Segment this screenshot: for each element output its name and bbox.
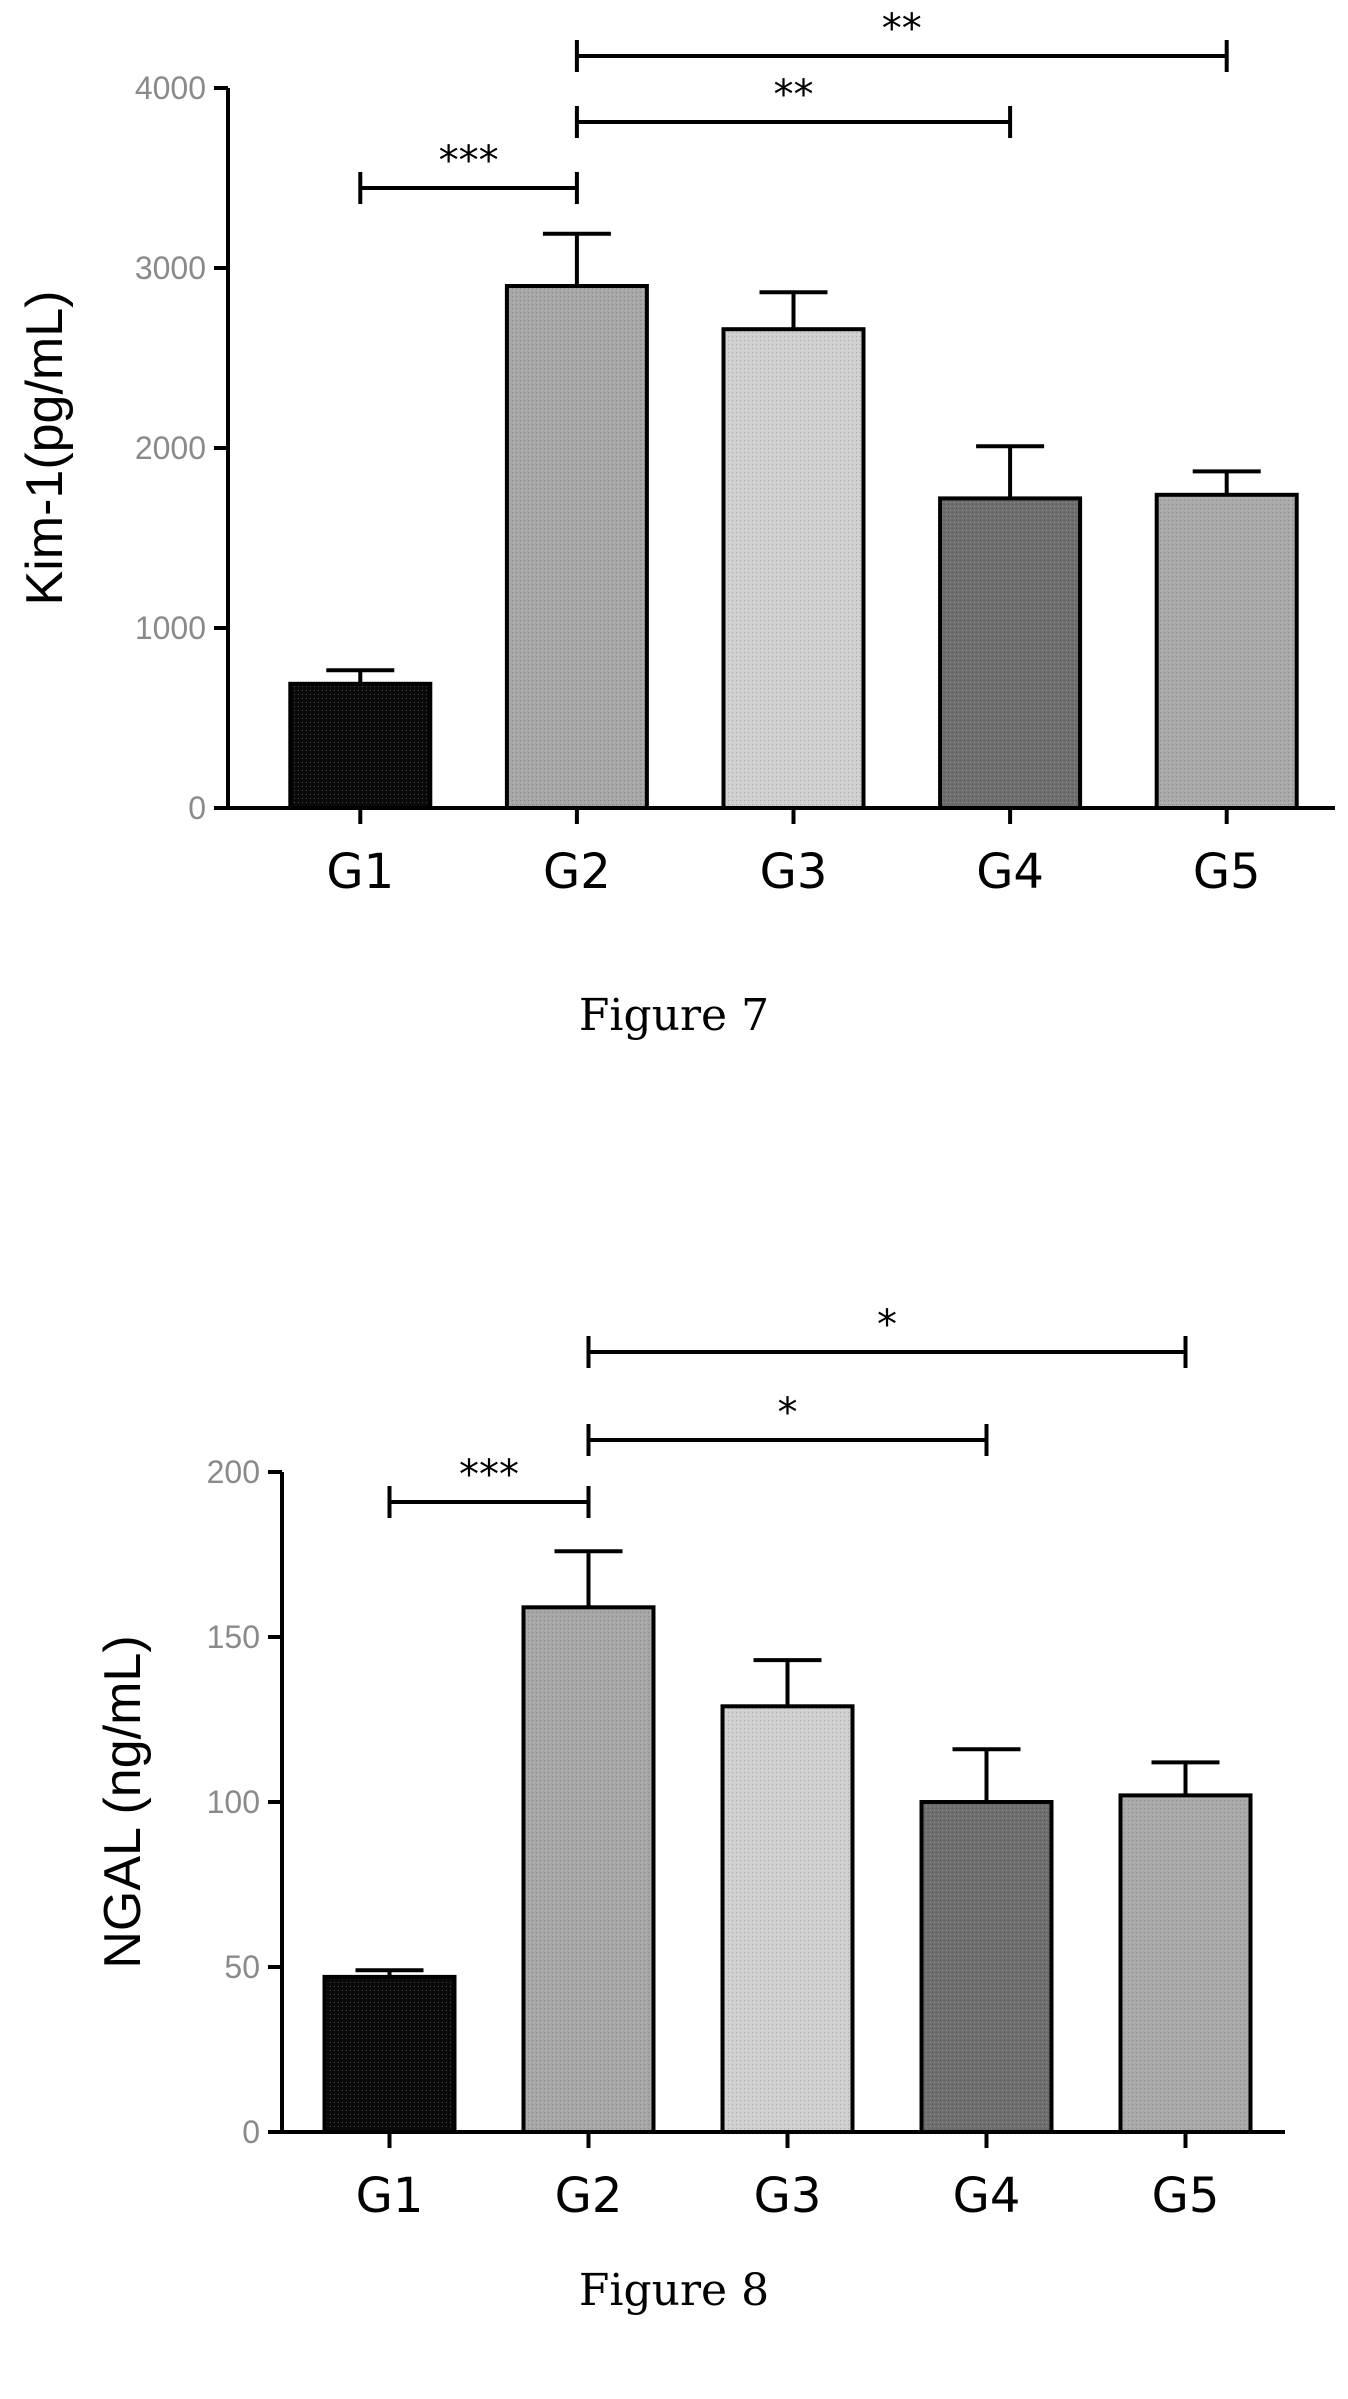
x-tick-label-g2: G2: [543, 844, 611, 900]
y-tick-label: 4000: [135, 70, 206, 106]
y-tick-label: 2000: [135, 430, 206, 466]
y-tick-label: 200: [207, 1454, 260, 1490]
y-tick-label: 0: [188, 790, 206, 826]
x-tick-label-g4: G4: [953, 2168, 1021, 2224]
bar-g1: [322, 1974, 457, 2135]
significance-label: **: [882, 6, 922, 52]
y-tick-label: 3000: [135, 250, 206, 286]
x-tick-label-g4: G4: [976, 844, 1044, 900]
x-tick-label-g5: G5: [1193, 844, 1261, 900]
y-axis-label: NGAL (ng/mL): [94, 1635, 152, 1968]
x-tick-label-g1: G1: [356, 2168, 424, 2224]
bar-g3: [720, 1704, 855, 2134]
x-tick-label-g3: G3: [760, 844, 828, 900]
significance-label: **: [774, 72, 814, 118]
figure-7-caption: Figure 7: [578, 990, 770, 1041]
bar-g4: [938, 496, 1083, 810]
y-tick-label: 50: [224, 1949, 260, 1985]
bar-g1: [288, 681, 433, 810]
bar-g5: [1118, 1793, 1253, 2135]
bar-g4: [919, 1800, 1054, 2134]
x-tick-label-g5: G5: [1152, 2168, 1220, 2224]
figure-8-caption: Figure 8: [578, 2265, 770, 2316]
y-axis-label: Kim-1(pg/mL): [16, 291, 74, 606]
y-tick-label: 150: [207, 1619, 260, 1655]
x-tick-label-g3: G3: [754, 2168, 822, 2224]
kim1-bar-chart: 0 1000 2000 3000 4000 Kim-1(pg/mL) G1 G2 G3 G4 G5 *…: [16, 6, 1335, 900]
bar-g3: [721, 327, 866, 810]
bar-g2: [521, 1605, 656, 2134]
bar-g2: [504, 284, 649, 810]
bar-g5: [1154, 492, 1299, 810]
significance-label: ***: [439, 138, 499, 184]
x-tick-label-g1: G1: [326, 844, 394, 900]
significance-label: ***: [459, 1452, 519, 1498]
significance-label: *: [778, 1390, 798, 1436]
y-tick-label: 1000: [135, 610, 206, 646]
x-tick-label-g2: G2: [555, 2168, 623, 2224]
significance-label: *: [877, 1302, 897, 1348]
y-tick-label: 100: [207, 1784, 260, 1820]
y-tick-label: 0: [242, 2114, 260, 2150]
